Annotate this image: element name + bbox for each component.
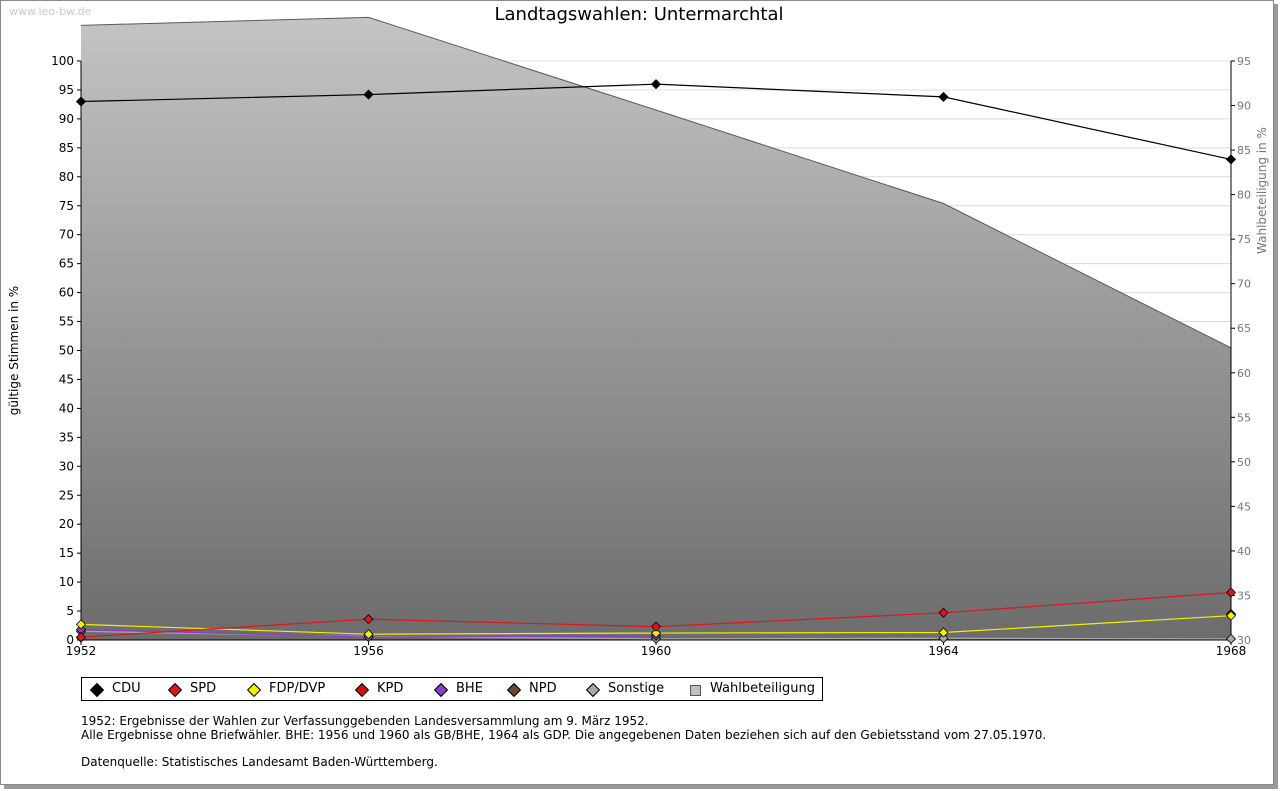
point-spd [650,621,662,632]
y-tick-label: 45 [59,372,74,386]
y2-tick-label: 40 [1237,545,1251,558]
y-tick-label: 20 [59,517,74,531]
point-spd [75,632,87,643]
y2-tick-label: 45 [1237,500,1251,513]
chart-title: Landtagswahlen: Untermarchtal [494,4,784,25]
y-tick-label: 5 [66,604,74,618]
y2-axis-title: Wahlbeteiligung in % [1255,127,1269,254]
legend-label-cdu: CDU [112,681,141,696]
y-tick-label: 55 [59,315,74,329]
legend-marker-spd [167,682,183,698]
legend-label-spd: SPD [190,681,217,696]
y2-tick-label: 95 [1237,55,1251,68]
legend-label-bhe: BHE [456,681,483,696]
y2-tick-label: 85 [1237,144,1251,157]
point-spd [938,607,949,618]
y-tick-label: 15 [59,546,74,560]
x-tick-label: 1956 [353,644,384,658]
legend-label-fdp-dvp: FDP/DVP [269,681,326,696]
point-fdp-dvp [75,619,87,630]
watermark: www.leo-bw.de [9,5,92,18]
point-fdp-dvp [1225,610,1237,621]
point-cdu [938,91,949,102]
legend-marker-kpd [354,682,370,698]
y-tick-label: 0 [66,633,74,647]
point-cdu [1225,154,1237,165]
point-spd [1225,587,1237,598]
y-tick-label: 10 [59,575,74,589]
turnout-edge [80,16,1232,349]
legend-label-wahlbeteiligung: Wahlbeteiligung [710,681,816,696]
y-tick-label: 95 [59,83,74,97]
point-fdp-dvp [938,627,949,638]
notes: 1952: Ergebnisse der Wahlen zur Verfassu… [81,714,1046,769]
legend-marker-npd [506,682,522,698]
y2-tick-label: 90 [1237,100,1251,113]
y2-tick-label: 50 [1237,456,1251,469]
y2-tick-label: 60 [1237,367,1251,380]
legend-marker-wahlbeteiligung [690,685,701,696]
y2-tick-label: 75 [1237,233,1251,246]
turnout-area [81,17,1231,641]
point-cdu [75,96,87,107]
y2-tick-label: 55 [1237,411,1251,424]
legend-label-npd: NPD [529,681,557,696]
x-tick-label: 1968 [1216,644,1247,658]
legend-marker-cdu [89,682,105,698]
y-tick-label: 85 [59,141,74,155]
y-tick-label: 40 [59,401,74,415]
note-line-2: Alle Ergebnisse ohne Briefwähler. BHE: 1… [81,728,1047,742]
note-line-1: 1952: Ergebnisse der Wahlen zur Verfassu… [81,714,649,728]
point-sonstige [938,633,949,644]
y-tick-label: 25 [59,488,74,502]
point-cdu [650,79,662,90]
y-tick-label: 30 [59,459,74,473]
y-tick-label: 50 [59,344,74,358]
y-tick-label: 60 [59,286,74,300]
legend-marker-bhe [433,682,449,698]
y2-tick-label: 35 [1237,589,1251,602]
point-cdu [363,89,374,100]
y2-tick-label: 70 [1237,278,1251,291]
y-axis-title: gültige Stimmen in % [7,286,21,415]
data-source: Datenquelle: Statistisches Landesamt Bad… [81,755,438,769]
y-tick-label: 75 [59,199,74,213]
y-tick-label: 65 [59,257,74,271]
y2-tick-label: 65 [1237,322,1251,335]
legend-marker-fdp-dvp [246,682,262,698]
y-tick-label: 90 [59,112,74,126]
y-tick-label: 100 [51,54,74,68]
point-spd [363,614,374,625]
point-fdp-dvp [363,629,374,640]
legend-label-kpd: KPD [377,681,404,696]
x-tick-label: 1964 [928,644,959,658]
y-tick-label: 35 [59,430,74,444]
point-fdp-dvp [650,627,662,639]
point-sonstige [1225,633,1237,644]
y-tick-label: 70 [59,228,74,242]
y2-tick-label: 80 [1237,189,1251,202]
legend-marker-sonstige [585,682,601,698]
legend: CDU SPD FDP/DVP KPD BHE NPD Sonstige Wahlbeteil… [81,677,823,701]
legend-label-sonstige: Sonstige [608,681,665,696]
y-tick-label: 80 [59,170,74,184]
y2-tick-label: 30 [1237,634,1251,647]
x-tick-label: 1960 [641,644,672,658]
x-tick-label: 1952 [66,644,97,658]
